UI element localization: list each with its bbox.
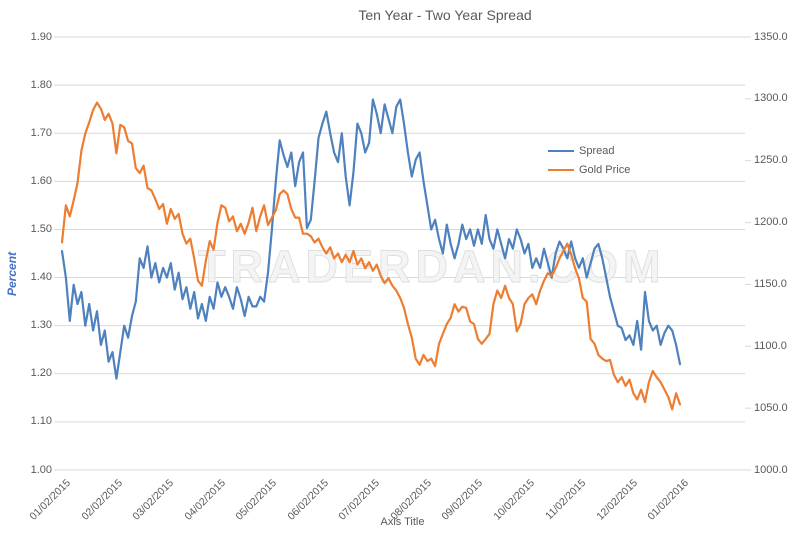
legend-item-gold-price: Gold Price <box>548 160 630 179</box>
x-axis-title: Axis Title <box>380 516 425 528</box>
spread-line-series <box>60 98 682 380</box>
legend-label: Spread <box>579 144 615 157</box>
gold-price-line-series <box>60 101 682 411</box>
y-axis-title: Percent <box>5 251 19 296</box>
watermark-text: TRADERDAN.COM <box>198 241 665 292</box>
legend-label: Gold Price <box>579 163 631 176</box>
legend: Spread Gold Price <box>548 141 630 179</box>
legend-item-spread: Spread <box>548 141 630 160</box>
chart-title: Ten Year - Two Year Spread <box>358 7 532 23</box>
legend-line-swatch <box>548 168 574 171</box>
legend-line-swatch <box>548 149 574 152</box>
